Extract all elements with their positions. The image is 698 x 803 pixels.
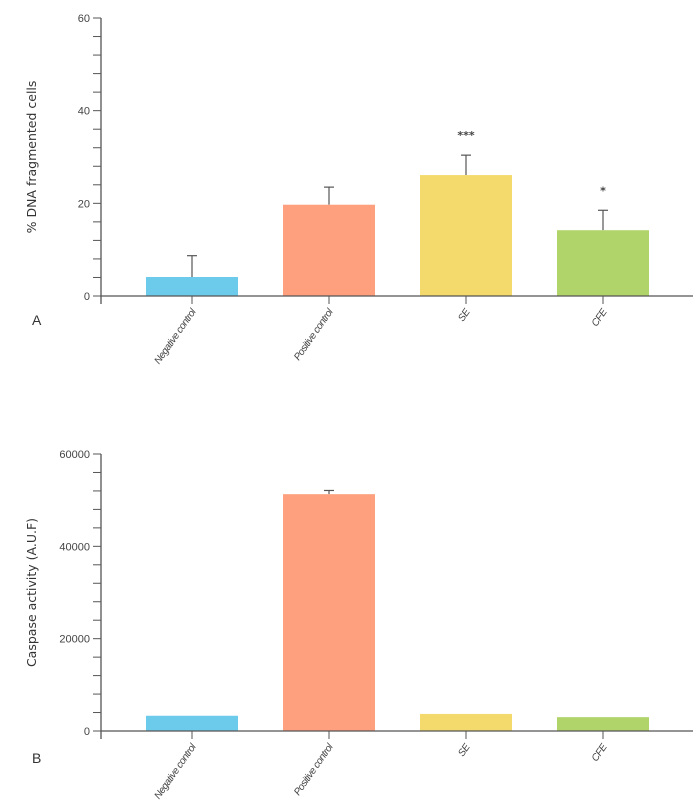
x-tick-label: CFE bbox=[590, 742, 610, 764]
x-tick-label: Positive control bbox=[292, 741, 336, 797]
y-tick-label: 60000 bbox=[59, 449, 90, 461]
x-tick-label: Positive control bbox=[292, 306, 336, 362]
bar bbox=[420, 175, 512, 296]
x-tick-label: Negative control bbox=[153, 741, 200, 801]
x-tick-label: SE bbox=[456, 742, 473, 759]
panel-label: B bbox=[32, 750, 41, 766]
y-tick-label: 0 bbox=[84, 726, 90, 738]
bar bbox=[146, 277, 238, 296]
x-tick-label: Negative control bbox=[153, 306, 200, 366]
bar bbox=[283, 494, 375, 731]
y-axis-label: Caspase activity (A.U.F) bbox=[24, 518, 39, 667]
bar bbox=[557, 717, 649, 731]
significance-label: * bbox=[600, 184, 606, 197]
chart-panel-a: Negative control Positive control *** SE * CF… bbox=[24, 13, 693, 366]
bar bbox=[283, 204, 375, 296]
significance-label: *** bbox=[457, 129, 475, 142]
y-tick-label: 40000 bbox=[59, 541, 90, 553]
bar bbox=[420, 713, 512, 731]
x-tick-label: CFE bbox=[590, 307, 610, 329]
x-tick-label: SE bbox=[456, 307, 473, 324]
chart-panel-b: Negative control Positive control SE CFE 0 20… bbox=[24, 449, 693, 801]
panel-label: A bbox=[32, 312, 42, 328]
bar bbox=[146, 715, 238, 731]
y-tick-label: 60 bbox=[78, 13, 90, 25]
y-tick-label: 20 bbox=[78, 198, 90, 210]
y-axis-label: % DNA fragmented cells bbox=[24, 81, 39, 234]
bar bbox=[557, 230, 649, 296]
y-tick-label: 0 bbox=[84, 291, 90, 303]
y-tick-label: 20000 bbox=[59, 634, 90, 646]
y-tick-label: 40 bbox=[78, 106, 90, 118]
